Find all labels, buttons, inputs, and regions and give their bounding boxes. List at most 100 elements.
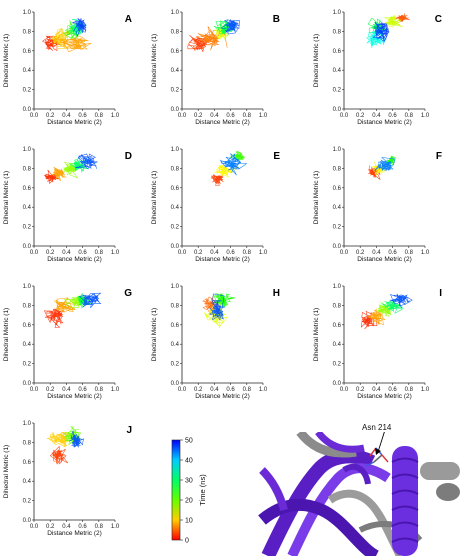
y-tick-label: 0.8	[23, 303, 32, 309]
y-tick-label: 0.2	[23, 225, 32, 231]
x-tick-label: 0.4	[210, 113, 219, 119]
x-tick-label: 0.8	[243, 113, 252, 119]
y-tick-label: 0.4	[23, 479, 32, 485]
x-axis-label: Distance Metric (2)	[195, 119, 250, 126]
y-tick-label: 0.6	[333, 323, 342, 329]
y-tick-label: 1.0	[171, 284, 180, 290]
x-tick-label: 0.6	[78, 387, 87, 393]
trajectory-cluster-b-3	[213, 19, 236, 35]
y-tick-label: 0.6	[171, 323, 180, 329]
y-tick-label: 0.2	[171, 225, 180, 231]
y-axis-label: Dihedral Metric (1)	[3, 171, 10, 224]
trajectory-cluster-g-2	[63, 295, 84, 309]
x-tick-label: 0.4	[210, 387, 219, 393]
y-tick-label: 1.0	[171, 147, 180, 153]
y-tick-label: 0.4	[23, 342, 32, 348]
x-tick-label: 0.0	[340, 113, 349, 119]
y-tick-label: 0.8	[333, 303, 342, 309]
y-tick-label: 0.2	[333, 225, 342, 231]
y-tick-label: 0.8	[333, 166, 342, 172]
x-tick-label: 0.6	[78, 113, 87, 119]
x-tick-label: 0.2	[46, 113, 55, 119]
y-axis-label: Dihedral Metric (1)	[313, 34, 320, 87]
x-tick-label: 0.4	[62, 387, 71, 393]
trajectory-cluster-d-1	[50, 166, 67, 182]
panel-k: K Asn 214	[256, 423, 471, 556]
x-tick-label: 0.2	[356, 387, 365, 393]
y-tick-label: 0.4	[23, 205, 32, 211]
trajectory-cluster-g-4	[78, 292, 102, 308]
x-tick-label: 0.4	[372, 113, 381, 119]
y-tick-label: 0.6	[333, 186, 342, 192]
chart-panel-h: 0.0 0.2 0.4 0.6 0.8 1.0 0.0 0.2 0.4 0.6 0.8 1.0 Dist…	[151, 284, 280, 400]
chart-panel-j: 0.0 0.2 0.4 0.6 0.8 1.0 0.0 0.2 0.4 0.6 0.8 1.0 Dist…	[3, 421, 132, 537]
x-tick-label: 0.4	[62, 250, 71, 256]
panel-label-f: F	[436, 151, 442, 162]
trajectory-cluster-g-1	[53, 297, 76, 313]
x-tick-label: 0.4	[62, 524, 71, 530]
trajectory-cluster-e-1	[214, 164, 240, 178]
trajectory-cluster-f-2	[385, 155, 397, 168]
y-tick-label: 0.6	[171, 186, 180, 192]
y-tick-label: 0.8	[171, 303, 180, 309]
x-tick-label: 1.0	[259, 250, 268, 256]
chart-panel-f: 0.0 0.2 0.4 0.6 0.8 1.0 0.0 0.2 0.4 0.6 0.8 1.0 Dist…	[313, 147, 442, 263]
panel-label-c: C	[435, 14, 442, 25]
x-tick-label: 0.8	[405, 387, 414, 393]
y-tick-label: 1.0	[23, 421, 32, 427]
x-tick-label: 0.6	[388, 250, 397, 256]
x-tick-label: 0.8	[95, 524, 104, 530]
y-tick-label: 0.6	[23, 49, 32, 55]
protein-structure-image	[256, 432, 471, 556]
y-tick-label: 0.6	[171, 49, 180, 55]
trajectory-cluster-c-0	[395, 13, 411, 23]
y-tick-label: 0.0	[23, 107, 32, 113]
colorbar: 0 10 20 30 40 50 Time (ns)	[171, 438, 207, 545]
y-tick-label: 0.0	[333, 244, 342, 250]
x-axis-label: Distance Metric (2)	[47, 256, 102, 263]
trajectory-cluster-b-0	[187, 34, 212, 53]
y-tick-label: 0.0	[23, 381, 32, 387]
x-tick-label: 1.0	[111, 387, 120, 393]
x-axis-label: Distance Metric (2)	[195, 393, 250, 400]
x-tick-label: 1.0	[111, 524, 120, 530]
trajectory-cluster-b-4	[220, 19, 240, 35]
x-tick-label: 0.0	[30, 524, 39, 530]
y-axis-label: Dihedral Metric (1)	[3, 308, 10, 361]
panel-label-h: H	[273, 288, 280, 299]
y-tick-label: 0.4	[171, 205, 180, 211]
trajectory-cluster-j-3	[69, 430, 84, 448]
colorbar-tick-label: 10	[185, 518, 193, 525]
y-tick-label: 0.4	[23, 68, 32, 74]
x-tick-label: 0.2	[356, 113, 365, 119]
colorbar-gradient	[171, 439, 181, 541]
x-tick-label: 0.4	[372, 250, 381, 256]
y-tick-label: 0.6	[23, 460, 32, 466]
annotation-arrow	[377, 432, 385, 453]
trajectory-cluster-d-3	[69, 157, 89, 173]
x-tick-label: 0.0	[178, 250, 187, 256]
x-tick-label: 1.0	[111, 113, 120, 119]
colorbar-label: Time (ns)	[198, 474, 207, 506]
trajectory-cluster-b-1	[195, 26, 228, 51]
y-tick-label: 1.0	[23, 10, 32, 16]
x-tick-label: 1.0	[111, 250, 120, 256]
y-tick-label: 0.0	[171, 107, 180, 113]
y-axis-label: Dihedral Metric (1)	[3, 445, 10, 498]
x-tick-label: 0.6	[226, 387, 235, 393]
y-tick-label: 0.8	[171, 29, 180, 35]
x-tick-label: 0.8	[405, 113, 414, 119]
x-axis-label: Distance Metric (2)	[47, 119, 102, 126]
x-tick-label: 0.2	[356, 250, 365, 256]
trajectory-cluster-i-3	[381, 300, 404, 314]
colorbar-tick-label: 0	[185, 538, 189, 545]
x-tick-label: 0.0	[178, 387, 187, 393]
y-tick-label: 0.0	[171, 244, 180, 250]
x-tick-label: 0.0	[340, 387, 349, 393]
panel-label-i: I	[439, 288, 442, 299]
y-tick-label: 0.8	[23, 440, 32, 446]
x-axis-label: Distance Metric (2)	[357, 256, 412, 263]
x-tick-label: 0.2	[46, 524, 55, 530]
trajectory-cluster-i-0	[360, 310, 378, 330]
